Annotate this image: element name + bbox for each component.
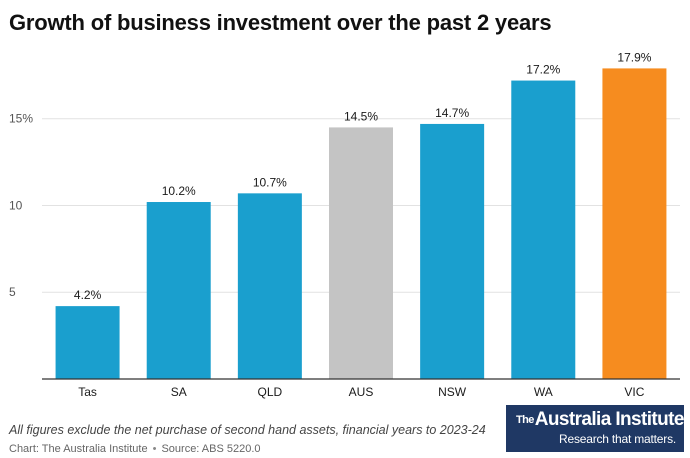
data-label: 4.2% <box>74 288 102 302</box>
logo-the: The <box>516 414 534 426</box>
bar <box>237 193 302 379</box>
chart-title: Growth of business investment over the p… <box>9 10 552 35</box>
credits: Chart: The Australia Institute • Source: A… <box>9 443 261 455</box>
data-label: 14.7% <box>435 106 469 120</box>
x-tick-label: VIC <box>624 385 644 399</box>
bar <box>602 68 667 379</box>
bar <box>511 80 576 379</box>
bar-chart: 5 10 15% 4.2% Tas 10.2% SA 10.7% QLD 14.5% AUS 14.7… <box>9 50 680 399</box>
logo-wordmark: TheAustralia Institute <box>516 410 684 430</box>
bar <box>55 306 120 379</box>
y-tick-label: 5 <box>9 285 16 299</box>
data-label: 17.9% <box>617 50 651 64</box>
australia-institute-logo: TheAustralia Institute Research that mat… <box>506 405 684 452</box>
x-tick-label: NSW <box>438 385 467 399</box>
data-label: 14.5% <box>344 109 378 123</box>
x-tick-label: Tas <box>78 385 97 399</box>
x-tick-label: SA <box>171 385 187 399</box>
x-tick-label: WA <box>534 385 553 399</box>
logo-name: Australia Institute <box>534 409 685 430</box>
credit-separator: • <box>152 443 157 455</box>
bar <box>329 127 393 380</box>
source-credit: Source: ABS 5220.0 <box>161 443 261 455</box>
bar <box>146 202 211 379</box>
y-tick-label: 10 <box>9 198 23 212</box>
footnote: All figures exclude the net purchase of … <box>9 423 486 437</box>
bar <box>420 123 485 379</box>
y-tick-label: 15% <box>9 112 33 126</box>
x-tick-label: QLD <box>258 385 283 399</box>
chart-credit: Chart: The Australia Institute <box>9 443 148 455</box>
logo-tagline: Research that matters. <box>559 432 676 446</box>
data-label: 10.2% <box>162 184 196 198</box>
x-tick-label: AUS <box>349 385 374 399</box>
data-label: 17.2% <box>526 63 560 77</box>
data-label: 10.7% <box>253 175 287 189</box>
